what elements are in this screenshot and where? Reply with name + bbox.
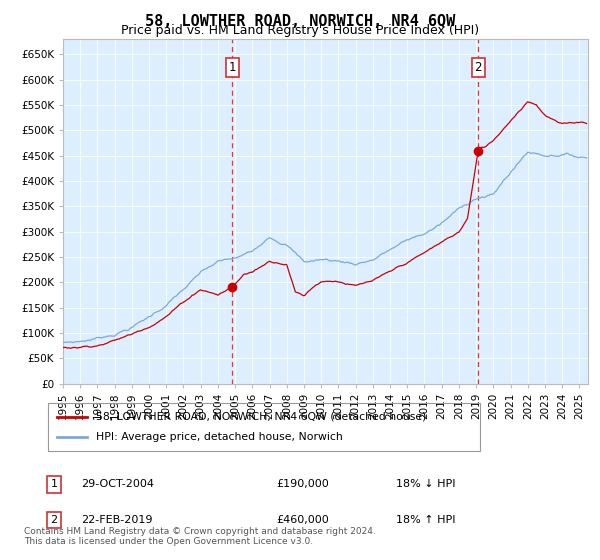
Text: 1: 1 (50, 479, 58, 489)
Text: Price paid vs. HM Land Registry's House Price Index (HPI): Price paid vs. HM Land Registry's House … (121, 24, 479, 36)
Text: Contains HM Land Registry data © Crown copyright and database right 2024.
This d: Contains HM Land Registry data © Crown c… (24, 526, 376, 546)
Text: 22-FEB-2019: 22-FEB-2019 (81, 515, 152, 525)
Text: 2: 2 (50, 515, 58, 525)
Text: 18% ↓ HPI: 18% ↓ HPI (396, 479, 455, 489)
Text: 2: 2 (475, 60, 482, 73)
Text: 58, LOWTHER ROAD, NORWICH, NR4 6QW: 58, LOWTHER ROAD, NORWICH, NR4 6QW (145, 14, 455, 29)
Text: 18% ↑ HPI: 18% ↑ HPI (396, 515, 455, 525)
Text: £190,000: £190,000 (276, 479, 329, 489)
Text: 58, LOWTHER ROAD, NORWICH, NR4 6QW (detached house): 58, LOWTHER ROAD, NORWICH, NR4 6QW (deta… (95, 412, 426, 422)
Text: 1: 1 (229, 60, 236, 73)
Text: £460,000: £460,000 (276, 515, 329, 525)
Text: HPI: Average price, detached house, Norwich: HPI: Average price, detached house, Norw… (95, 432, 342, 442)
Text: 29-OCT-2004: 29-OCT-2004 (81, 479, 154, 489)
